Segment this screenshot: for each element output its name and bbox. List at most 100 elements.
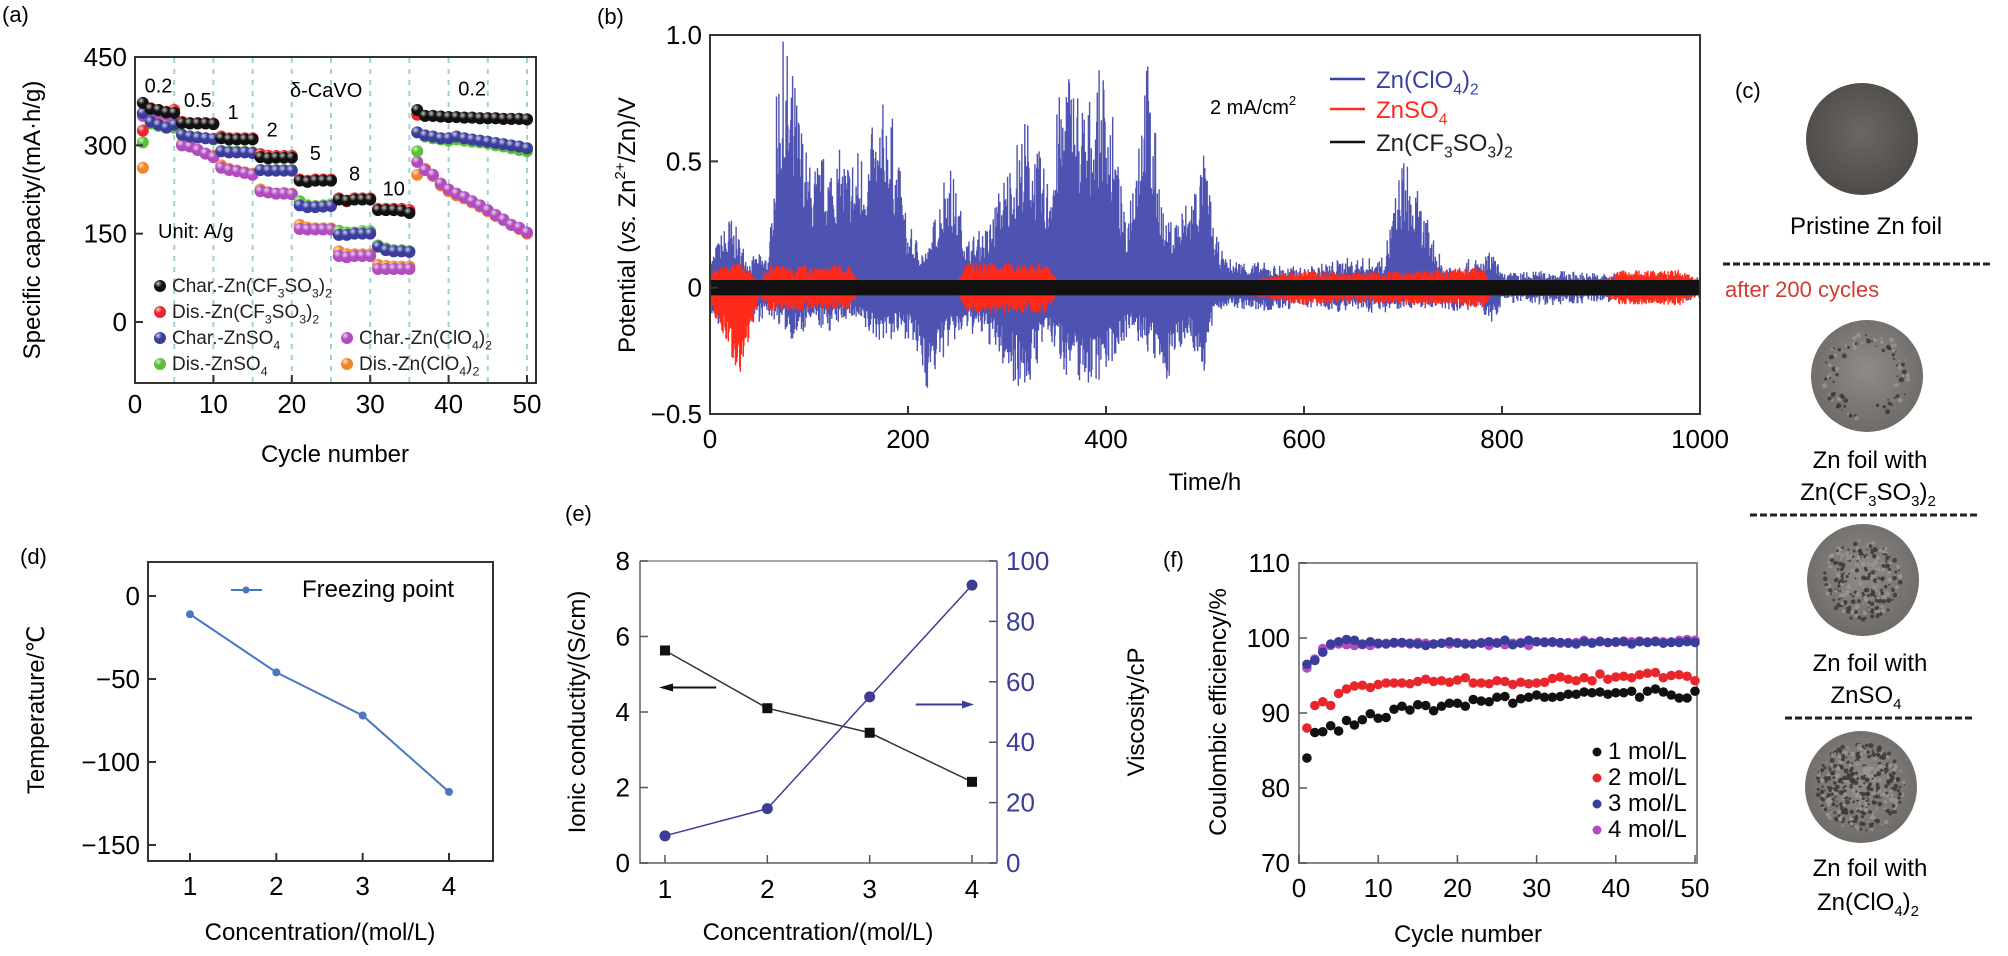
data-point <box>1373 713 1383 724</box>
speckle <box>1834 778 1838 782</box>
speckle <box>1871 585 1877 591</box>
speckle <box>1875 786 1878 789</box>
x-tick-label: 3 <box>355 871 369 901</box>
speckle <box>1890 344 1894 348</box>
speckle <box>1849 772 1854 778</box>
speckle <box>1883 584 1888 589</box>
speckle <box>1844 787 1847 790</box>
speckle <box>1898 792 1903 797</box>
speckle <box>1871 749 1874 752</box>
speckle <box>1829 811 1832 813</box>
speckle <box>1861 575 1866 581</box>
x-tick-label: 1000 <box>1671 424 1729 454</box>
speckle <box>1853 414 1857 417</box>
speckle <box>1839 548 1843 552</box>
data-point <box>1484 636 1494 647</box>
speckle <box>1867 779 1870 782</box>
speckle <box>1836 800 1839 803</box>
speckle <box>1888 583 1891 586</box>
speckle <box>1885 555 1890 561</box>
speckle <box>1855 792 1860 797</box>
speckle <box>1844 580 1848 583</box>
data-point <box>445 787 453 796</box>
speckle <box>1896 788 1901 793</box>
speckle <box>1840 553 1845 558</box>
data-point <box>1603 689 1613 700</box>
speckle <box>1841 580 1845 584</box>
speckle <box>1835 773 1840 778</box>
speckle <box>1860 815 1865 819</box>
arrow-left-head <box>659 683 673 692</box>
data-point <box>1555 672 1566 682</box>
data-point <box>1547 636 1558 647</box>
data-point <box>1563 638 1574 649</box>
speckle <box>1835 804 1839 808</box>
y-tick-label-left: 2 <box>616 773 630 803</box>
speckle <box>1837 598 1841 601</box>
legend-label: 3 mol/L <box>1608 790 1687 817</box>
panel-d-frame <box>147 561 494 862</box>
speckle <box>1833 752 1837 755</box>
x-tick-label: 10 <box>199 389 228 419</box>
y-tick-label: −150 <box>81 830 140 860</box>
data-point-shine <box>168 106 181 119</box>
speckle <box>1871 553 1877 559</box>
speckle <box>1836 568 1840 571</box>
speckle <box>1833 780 1837 785</box>
speckle <box>1861 773 1864 776</box>
data-point <box>1333 726 1344 736</box>
rate-label: 1 <box>227 102 238 124</box>
speckle <box>1901 369 1907 375</box>
corrosion-speckles-heavy <box>1815 742 1906 832</box>
data-point <box>1317 647 1328 658</box>
speckle <box>1823 571 1827 575</box>
speckle <box>1861 586 1864 589</box>
photo-item-znso4: Zn foil with ZnSO4 <box>1807 524 1927 713</box>
series-band-Zn(CF3SO3)2 <box>710 280 1700 296</box>
data-point <box>1642 686 1653 697</box>
y-tick-label-left: 8 <box>616 546 630 576</box>
speckle <box>1843 404 1847 408</box>
speckle <box>1821 764 1825 767</box>
x-tick-label: 10 <box>1364 873 1393 903</box>
data-point <box>1492 638 1502 649</box>
legend-label: Char.-Zn(ClO4)2 <box>359 328 492 352</box>
legend-marker-shine <box>341 332 353 344</box>
speckle <box>1859 747 1864 751</box>
speckle <box>1861 745 1865 749</box>
data-point <box>272 668 281 677</box>
legend-label: Dis.-ZnSO4 <box>172 354 268 378</box>
y-tick-label-right: 80 <box>1006 606 1035 636</box>
speckle <box>1825 361 1828 364</box>
speckle <box>1869 814 1875 820</box>
data-point <box>1666 690 1677 700</box>
viscosity-point <box>659 830 671 842</box>
speckle <box>1857 801 1862 806</box>
speckle <box>1849 609 1855 615</box>
speckle <box>1895 585 1899 590</box>
x-tick-label: 4 <box>965 874 979 904</box>
data-point <box>1365 708 1376 719</box>
data-point <box>1397 678 1407 688</box>
data-point <box>1381 712 1391 723</box>
speckle <box>1871 540 1876 545</box>
speckle <box>1880 604 1884 609</box>
data-point <box>1333 688 1344 699</box>
speckle <box>1893 807 1897 811</box>
speckle <box>1903 359 1906 361</box>
data-point <box>1666 637 1677 648</box>
data-point <box>1325 700 1336 711</box>
speckle <box>1859 827 1863 831</box>
speckle <box>1862 595 1868 601</box>
data-point <box>1389 678 1399 688</box>
speckle <box>1880 336 1883 339</box>
speckle <box>1889 337 1894 343</box>
speckle <box>1867 802 1870 806</box>
y-tick-label: 150 <box>84 219 127 249</box>
speckle <box>1870 548 1874 552</box>
data-point <box>1492 692 1502 703</box>
speckle <box>1862 553 1865 556</box>
speckle <box>1873 799 1877 804</box>
speckle <box>1867 785 1870 788</box>
data-point <box>1634 669 1645 680</box>
